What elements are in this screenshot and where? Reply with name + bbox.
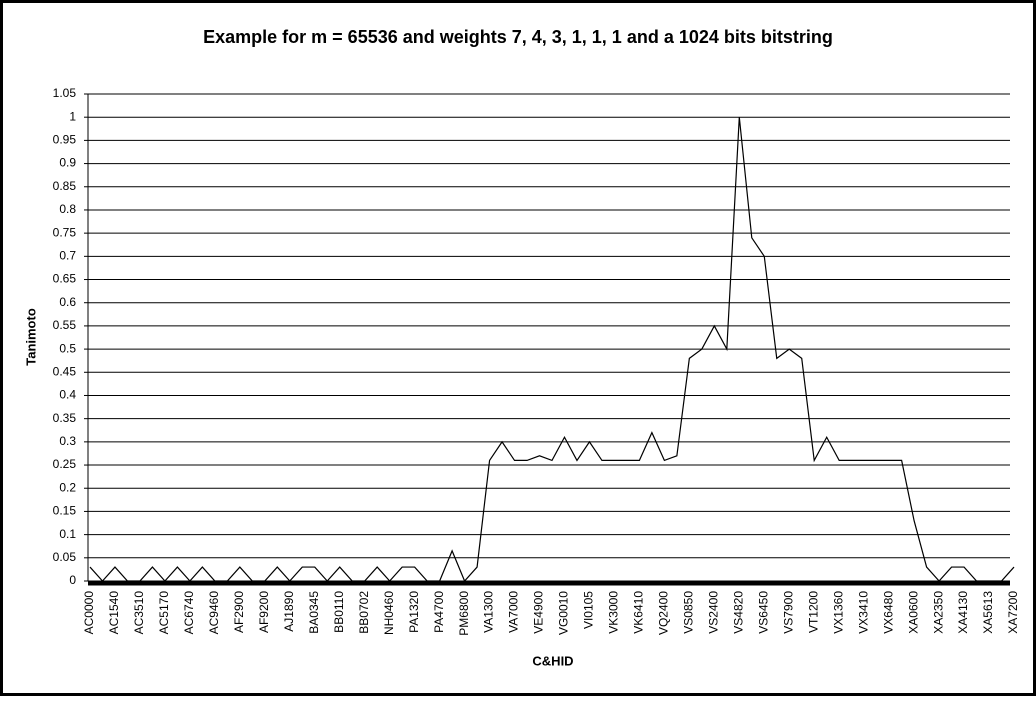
x-tick-label: AC6740 [182,591,196,635]
y-tick-label: 0 [69,573,76,587]
x-tick-label: AF2900 [232,591,246,633]
y-tick-label: 0.35 [53,411,77,425]
y-tick-label: 0.75 [53,225,77,239]
y-tick-label: 0.5 [59,341,76,355]
x-tick-label: XA2350 [931,591,945,634]
x-tick-label: VI0105 [582,591,596,629]
x-tick-label: XA4130 [956,591,970,634]
x-tick-label: BA0345 [307,591,321,634]
x-tick-label: VX6480 [881,591,895,634]
x-tick-label: VS2400 [706,591,720,634]
y-tick-label: 0.85 [53,179,77,193]
x-tick-label: PA1320 [407,591,421,633]
x-tick-label: VX3410 [856,591,870,634]
y-tick-label: 0.05 [53,550,77,564]
x-tick-label: AC9460 [207,591,221,635]
x-tick-label: VX1360 [831,591,845,634]
x-tick-label: AF9200 [257,591,271,633]
y-tick-label: 0.65 [53,272,77,286]
y-tick-label: 0.9 [59,156,76,170]
x-tick-label: VS7900 [781,591,795,634]
x-tick-label: PM6800 [457,591,471,636]
y-tick-label: 0.8 [59,202,76,216]
y-tick-label: 0.45 [53,364,77,378]
y-tick-label: 0.25 [53,457,77,471]
x-tick-label: AC1540 [107,591,121,635]
x-tick-label: VT1200 [806,591,820,633]
x-tick-label: AJ1890 [282,591,296,632]
y-tick-label: 0.7 [59,249,76,263]
y-tick-label: 0.3 [59,434,76,448]
x-tick-label: XA0600 [906,591,920,634]
y-tick-label: 0.15 [53,504,77,518]
y-tick-label: 0.95 [53,133,77,147]
x-tick-label: AC0000 [82,591,96,635]
x-tick-label: AC5170 [157,591,171,635]
x-tick-label: VK6410 [632,591,646,634]
x-tick-label: XA7200 [1006,591,1020,634]
x-tick-label: BB0702 [357,591,371,634]
x-tick-label: PA4700 [432,591,446,633]
x-tick-label: AC3510 [132,591,146,635]
x-tick-label: BB0110 [332,591,346,633]
y-tick-label: 0.55 [53,318,77,332]
x-tick-label: VE4900 [532,591,546,634]
chart-title: Example for m = 65536 and weights 7, 4, … [203,27,833,47]
x-tick-label: VS0850 [682,591,696,634]
x-tick-label: XA5613 [981,591,995,634]
y-tick-label: 1 [69,109,76,123]
y-tick-label: 0.2 [59,480,76,494]
data-line [89,117,1015,583]
y-tick-label: 1.05 [53,86,77,100]
x-tick-label: VS4820 [731,591,745,634]
x-tick-label: VK3000 [607,591,621,634]
x-tick-label: VS6450 [756,591,770,634]
y-tick-label: 0.1 [59,527,76,541]
y-tick-label: 0.4 [59,388,76,402]
x-tick-label: VA7000 [507,591,521,633]
x-tick-label: VQ2400 [657,591,671,635]
x-tick-label: VG0010 [557,591,571,635]
x-axis-title: C&HID [532,653,573,668]
y-axis-title: Tanimoto [23,308,38,366]
x-tick-label: NH0460 [382,591,396,635]
x-tick-label: VA1300 [482,591,496,633]
y-tick-label: 0.6 [59,295,76,309]
